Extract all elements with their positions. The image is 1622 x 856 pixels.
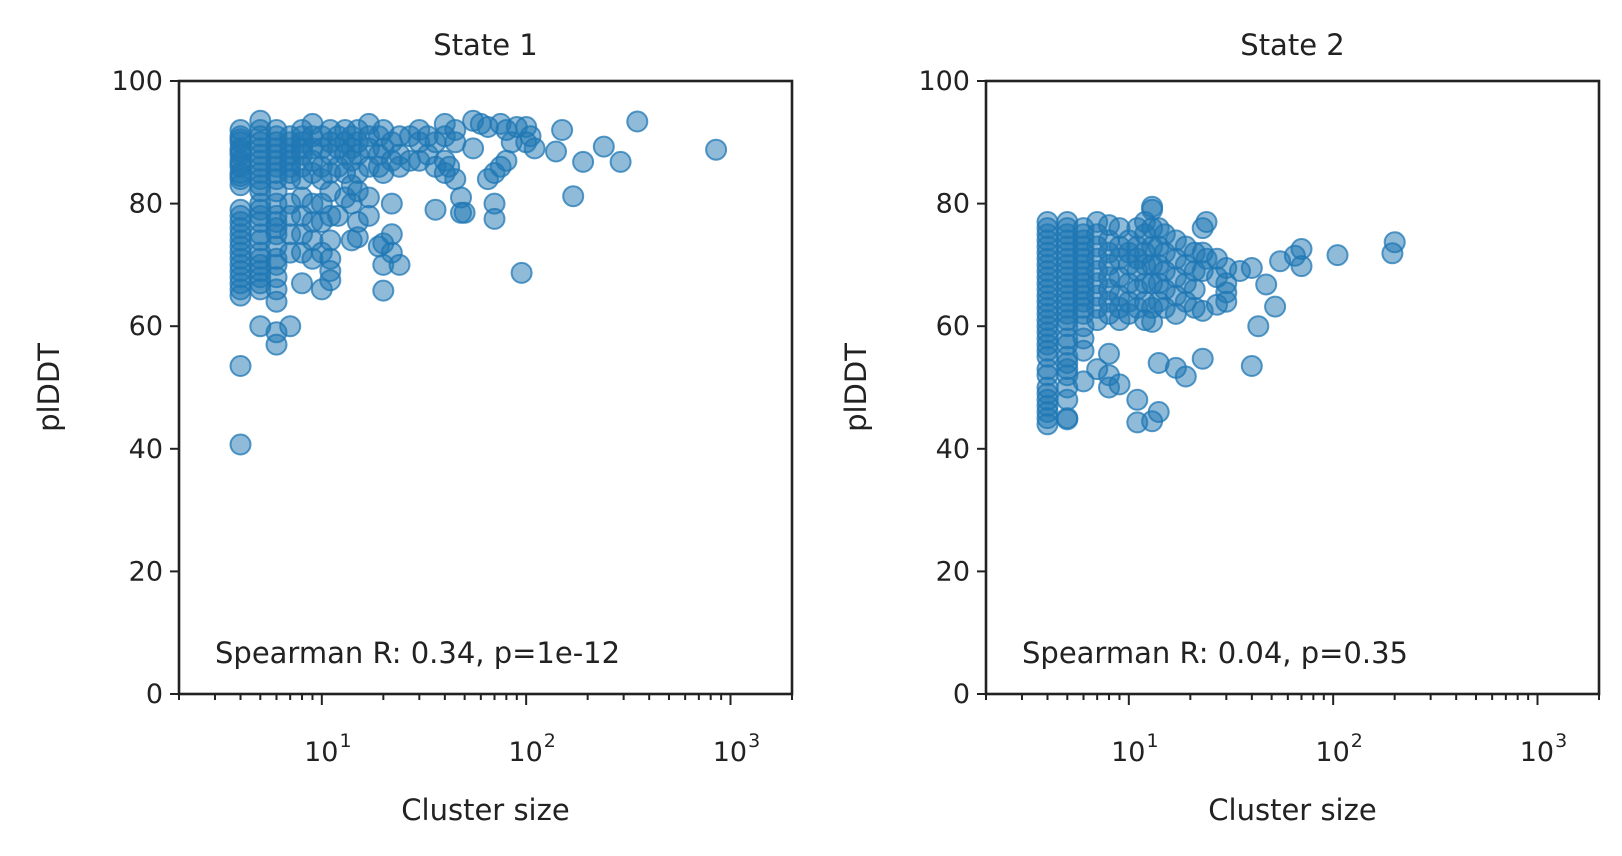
data-point [1126, 388, 1149, 411]
data-point [1072, 370, 1095, 393]
data-point [424, 198, 447, 221]
y-tick-label: 40 [129, 434, 163, 465]
data-point [291, 272, 313, 295]
chart-title: State 1 [433, 28, 537, 62]
data-point [483, 207, 506, 230]
x-tick-label: 102 [508, 730, 555, 768]
data-point [346, 226, 369, 249]
data-point [495, 149, 518, 172]
data-point [265, 333, 288, 356]
data-point [1098, 342, 1120, 365]
data-point [562, 185, 585, 208]
y-axis-label: plDDT [32, 343, 66, 432]
data-point [1056, 388, 1079, 411]
data-point [1255, 273, 1278, 296]
y-axis-label: plDDT [839, 343, 873, 432]
chart-title: State 2 [1240, 28, 1344, 62]
data-point [1240, 355, 1263, 377]
data-point [1174, 365, 1197, 388]
y-tick-label: 0 [146, 679, 163, 710]
x-tick-label: 103 [1520, 730, 1567, 768]
data-point [592, 135, 615, 158]
x-tick-label: 101 [1111, 730, 1158, 768]
data-point [545, 140, 567, 163]
spearman-annotation: Spearman R: 0.04, p=0.35 [1022, 636, 1408, 670]
data-point [462, 137, 485, 160]
data-point [572, 150, 595, 173]
data-point [229, 165, 252, 187]
y-tick-label: 60 [129, 311, 163, 342]
data-point [1240, 257, 1263, 279]
y-tick-label: 20 [936, 556, 970, 587]
data-point [1036, 413, 1059, 436]
data-point [551, 119, 574, 141]
x-axis-label: Cluster size [1208, 793, 1376, 827]
y-tick-label: 80 [129, 189, 163, 220]
x-tick-label: 101 [304, 730, 351, 768]
data-point [1141, 198, 1164, 221]
data-point [626, 110, 649, 133]
scatter-points [1036, 195, 1406, 436]
data-point [1191, 347, 1214, 370]
x-tick-label: 103 [713, 730, 760, 768]
plot-frame [177, 79, 794, 696]
data-point [444, 168, 467, 191]
plot-frame [984, 79, 1601, 696]
y-tick-label: 40 [936, 434, 970, 465]
x-tick-label: 102 [1315, 730, 1362, 768]
data-point [1215, 290, 1238, 313]
scatter-points [229, 109, 728, 456]
y-tick-label: 20 [129, 556, 163, 587]
data-point [265, 290, 288, 313]
data-point [1383, 231, 1406, 254]
y-tick-label: 80 [936, 189, 970, 220]
y-tick-label: 100 [918, 66, 970, 97]
data-point [1108, 373, 1131, 396]
data-point [609, 150, 632, 173]
data-point [1183, 278, 1206, 301]
data-point [357, 204, 380, 227]
data-point [510, 261, 533, 284]
axis-ticks: 0 20 40 60 80 100 101 102 103 [918, 66, 1600, 768]
data-point [1072, 339, 1095, 362]
x-axis-label: Cluster size [401, 793, 569, 827]
y-tick-label: 60 [936, 311, 970, 342]
data-point [319, 229, 342, 252]
data-point [1195, 211, 1218, 233]
data-point [229, 355, 252, 377]
data-point [1290, 255, 1313, 278]
data-point [380, 223, 403, 246]
data-point [1326, 244, 1349, 267]
data-point [1264, 295, 1287, 318]
data-point [453, 201, 476, 224]
data-point [279, 315, 302, 338]
y-tick-label: 100 [111, 66, 163, 97]
data-point [319, 269, 342, 292]
data-point [388, 253, 411, 276]
data-point [1056, 408, 1079, 431]
data-point [1141, 310, 1164, 333]
data-point [705, 138, 728, 161]
data-point [229, 433, 252, 456]
panel-state-2: State 2 0 20 40 60 80 100 101 102 103 Spearman R… [839, 28, 1601, 827]
data-point [229, 284, 252, 307]
spearman-annotation: Spearman R: 0.34, p=1e-12 [215, 636, 620, 670]
data-point [523, 137, 546, 160]
data-point [357, 186, 380, 209]
data-point [1147, 401, 1170, 423]
data-point [380, 192, 403, 215]
data-point [1247, 315, 1270, 338]
data-point [372, 279, 395, 302]
panel-state-1: State 1 0 20 40 60 80 100 101 102 103 Spearman R… [32, 28, 794, 827]
y-tick-label: 0 [953, 679, 970, 710]
